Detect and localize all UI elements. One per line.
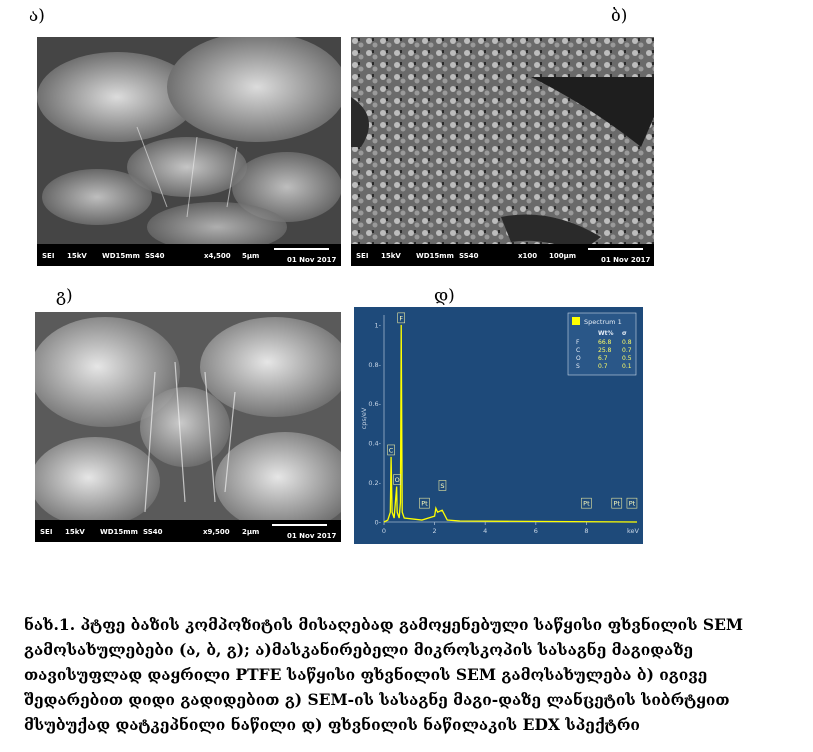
x-axis-label: keV (627, 527, 640, 535)
peak-label-box (626, 497, 638, 509)
sem-mode: SEI (40, 528, 53, 536)
legend-title: Spectrum 1 (584, 318, 622, 326)
sem-wd: WD15mm (102, 252, 140, 260)
sem-date: 01 Nov 2017 (601, 256, 651, 264)
edx-spectrum-svg: 0-0.2-0.4-0.6-0.8-1-0 2 4 6 8 keVcps/eVCOFPtS… (354, 307, 643, 544)
y-tick-label: 0.8- (368, 361, 381, 369)
sem-ss: SS40 (459, 252, 479, 260)
peak-label: C (389, 446, 394, 454)
peak-label: Pt (421, 500, 428, 508)
legend-header-cell: Wt% (598, 330, 614, 337)
x-tick-label: 2 (433, 527, 437, 535)
sem-scale-label: 100μm (549, 252, 577, 260)
sem-kv: 15kV (381, 252, 401, 260)
sem-date: 01 Nov 2017 (287, 256, 337, 264)
legend-cell: 25.8 (598, 347, 612, 354)
legend-cell: F (576, 339, 580, 346)
y-tick-label: 0.4- (368, 440, 381, 448)
figure-caption: ნახ.1. პტფე ბაზის კომპოზიტის მისაღებად გ… (24, 612, 799, 737)
y-axis-label: cps/eV (360, 407, 368, 429)
y-tick-label: 0.6- (368, 400, 381, 408)
sem-texture-b (351, 37, 654, 266)
sem-scale-label: 5μm (242, 252, 260, 260)
sem-scale-bar (274, 248, 329, 250)
legend-cell: 0.1 (622, 363, 632, 370)
sem-kv: 15kV (65, 528, 85, 536)
panel-label-d: დ) (434, 286, 455, 306)
legend-header-cell: σ (622, 330, 627, 337)
sem-scale-bar (588, 248, 643, 250)
x-tick-label: 4 (483, 527, 487, 535)
panel-label-a: ა) (29, 6, 45, 26)
legend-cell: 0.7 (598, 363, 608, 370)
legend-cell: 0.7 (622, 347, 632, 354)
y-tick-label: 0- (375, 519, 382, 527)
caption-line: ნახ.1. პტფე ბაზის კომპოზიტის მისაღებად გ… (24, 615, 744, 634)
peak-label-box (581, 497, 592, 509)
peak-label: F (399, 314, 403, 322)
legend-cell: 6.7 (598, 355, 608, 362)
y-tick-label: 0.2- (368, 479, 381, 487)
legend-cell: 0.5 (622, 355, 632, 362)
panel-label-b: ბ) (611, 6, 628, 26)
sem-databar-g: SEI 15kV WD15mm SS40 x9,500 2μm 01 Nov 2… (35, 520, 341, 542)
sem-mode: SEI (356, 252, 369, 260)
sem-texture-a (37, 37, 341, 266)
caption-line: გამოსახულებები (ა, ბ, გ); ა)მასკანირებელ… (24, 640, 694, 659)
sem-image-b: SEI 15kV WD15mm SS40 x100 100μm 01 Nov 2… (351, 37, 654, 266)
peak-label-box (387, 444, 395, 456)
peak-label-box (397, 312, 406, 324)
caption-line: თავისუფლად დაყრილი PTFE საწყისი ფხვნილის… (24, 665, 708, 684)
peak-label-box (393, 474, 401, 485)
sem-date: 01 Nov 2017 (287, 532, 337, 540)
spectrum-line (383, 324, 638, 523)
sem-texture-g (35, 312, 341, 542)
sem-mag: x4,500 (204, 252, 231, 260)
x-tick-label: 6 (534, 527, 538, 535)
legend-cell: 66.8 (598, 339, 612, 346)
legend-cell: S (576, 363, 580, 370)
legend-swatch (572, 317, 580, 325)
sem-mag: x100 (518, 252, 538, 260)
x-tick-label: 0 (382, 527, 386, 535)
x-tick-label: 8 (584, 527, 588, 535)
peak-label: Pt (629, 500, 636, 508)
caption-line: შედარებით დიდი გადიდებით გ) SEM-ის სასაგ… (24, 690, 730, 709)
peak-label: Pt (614, 500, 621, 508)
legend-cell: C (576, 347, 580, 354)
sem-mag: x9,500 (203, 528, 230, 536)
sem-scale-bar (272, 524, 327, 526)
sem-ss: SS40 (143, 528, 163, 536)
peak-label-box (438, 480, 447, 491)
caption-line: მსუბუქად დატკეპნილი ნაწილი დ) ფხვნილის ნ… (24, 715, 640, 734)
peak-label-box (611, 497, 623, 509)
sem-wd: WD15mm (416, 252, 454, 260)
sem-databar-b: SEI 15kV WD15mm SS40 x100 100μm 01 Nov 2… (351, 244, 654, 266)
y-tick-label: 1- (375, 321, 382, 329)
legend-cell: O (576, 355, 581, 362)
sem-wd: WD15mm (100, 528, 138, 536)
peak-label: S (440, 482, 444, 490)
panel-label-g: გ) (56, 286, 73, 306)
sem-image-g: SEI 15kV WD15mm SS40 x9,500 2μm 01 Nov 2… (35, 312, 341, 542)
peak-label-box (419, 497, 430, 509)
edx-spectrum-chart: 0- 0.2- 0.4- 0.6- 0.8- 1- 0 2 4 6 8 keV cps/eV C O F Pt S… (354, 307, 643, 544)
sem-mode: SEI (42, 252, 55, 260)
sem-kv: 15kV (67, 252, 87, 260)
sem-ss: SS40 (145, 252, 165, 260)
sem-image-a: SEI 15kV WD15mm SS40 x4,500 5μm 01 Nov 2… (37, 37, 341, 266)
peak-label: Pt (583, 500, 590, 508)
sem-scale-label: 2μm (242, 528, 260, 536)
peak-label: O (395, 476, 400, 484)
legend-cell: 0.8 (622, 339, 632, 346)
sem-databar-a: SEI 15kV WD15mm SS40 x4,500 5μm 01 Nov 2… (37, 244, 341, 266)
